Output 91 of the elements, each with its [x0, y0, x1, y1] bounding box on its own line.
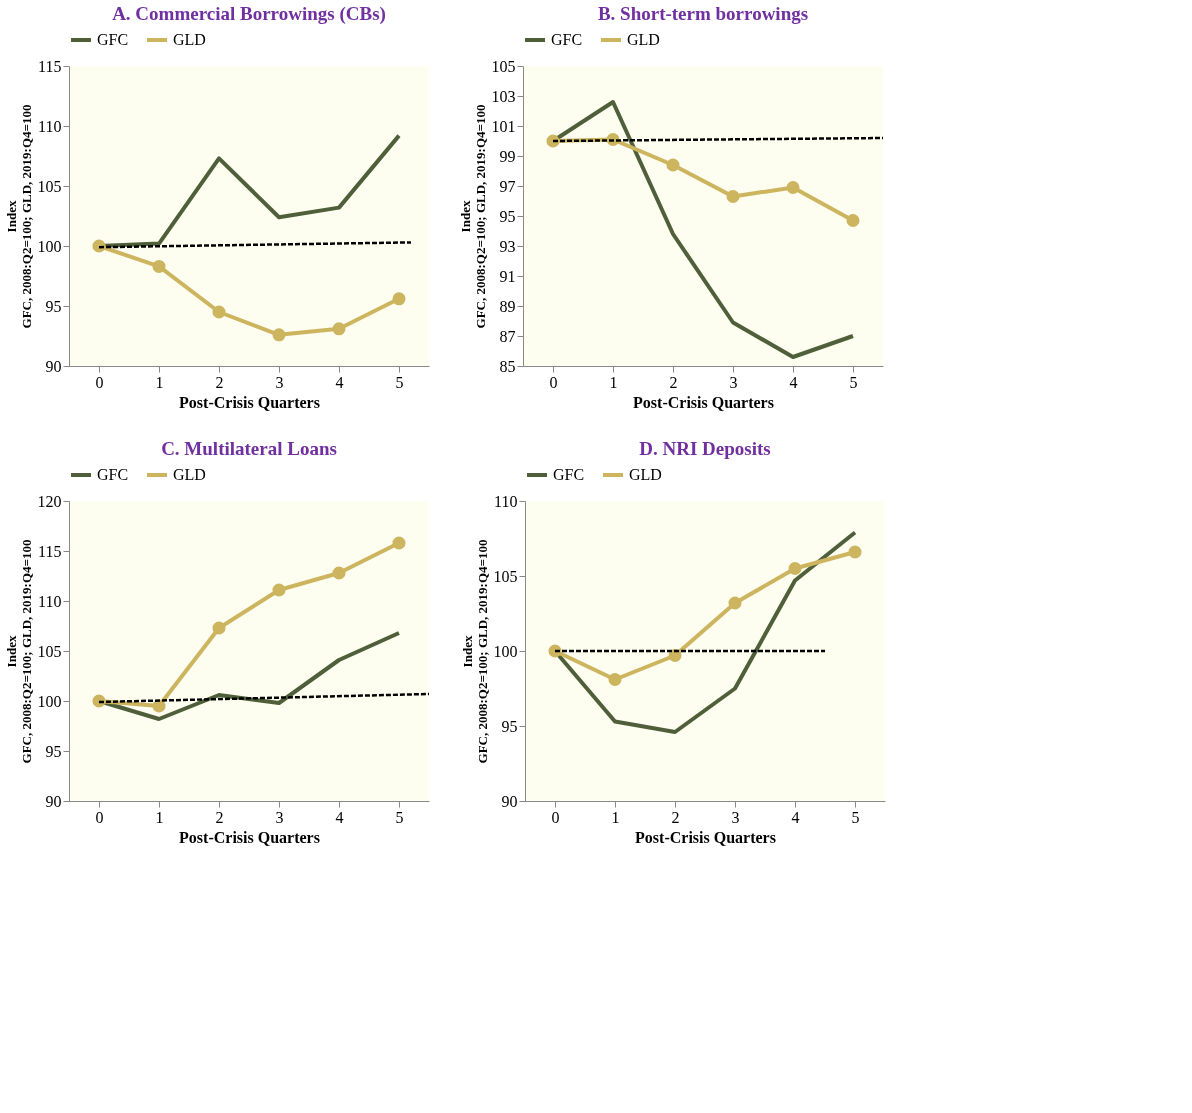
point: [788, 561, 802, 576]
y-axis-title: Index GFC, 2008:Q2=100; GLD, 2019:Q4=100: [3, 104, 34, 329]
y-tick-label: 110: [38, 117, 62, 135]
y-tick-label: 101: [491, 117, 516, 135]
legend-label: GFC: [551, 31, 583, 48]
y-tick-label: 93: [499, 237, 516, 255]
y-tick-label: 95: [499, 207, 516, 225]
y-tick-label: 90: [45, 792, 62, 810]
x-axis-title: Post-Crisis Quarters: [179, 828, 320, 846]
x-tick-label: 3: [275, 808, 284, 826]
y-tick-label: 90: [45, 357, 62, 375]
point: [272, 583, 286, 597]
y-tick-label: 115: [38, 542, 62, 560]
y-axis-title: Index GFC, 2008:Q2=100; GLD, 2019:Q4=100: [3, 539, 34, 764]
x-tick-label: 4: [789, 373, 798, 391]
y-tick-label: 97: [499, 177, 516, 195]
point: [726, 189, 740, 204]
y-tick-label: 85: [499, 357, 516, 375]
y-tick-label: 105: [37, 177, 62, 195]
x-tick-label: 2: [215, 373, 224, 391]
x-tick-label: 5: [851, 808, 860, 826]
point: [392, 536, 406, 550]
chart-title: B. Short-term borrowings: [597, 3, 809, 24]
y-tick-label: 110: [38, 592, 62, 610]
x-tick-label: 1: [155, 808, 164, 826]
y-tick-label: 87: [499, 327, 516, 345]
y-tick-label: 115: [38, 57, 62, 75]
x-tick-label: 0: [549, 373, 558, 391]
x-axis-title: Post-Crisis Quarters: [633, 393, 774, 411]
x-tick-label: 1: [609, 373, 618, 391]
y-axis-title: Index GFC, 2008:Q2=100; GLD, 2019:Q4=100: [459, 539, 490, 764]
point: [392, 292, 406, 306]
legend-label: GLD: [629, 466, 662, 483]
y-tick-label: 100: [493, 642, 518, 660]
x-tick-label: 4: [791, 808, 800, 826]
legend-label: GLD: [173, 31, 206, 48]
x-tick-label: 5: [849, 373, 858, 391]
x-tick-label: 2: [671, 808, 680, 826]
y-tick-label: 103: [491, 87, 516, 105]
x-tick-label: 2: [215, 808, 224, 826]
y-tick-label: 95: [45, 742, 62, 760]
y-tick-label: 95: [45, 297, 62, 315]
x-tick-label: 1: [611, 808, 620, 826]
y-tick-label: 99: [499, 147, 516, 165]
x-tick-label: 3: [731, 808, 740, 826]
point: [666, 158, 680, 172]
y-tick-label: 100: [37, 692, 62, 710]
point: [848, 545, 862, 559]
x-tick-label: 5: [395, 808, 404, 826]
point: [332, 566, 346, 580]
x-tick-label: 1: [155, 373, 164, 391]
chart-title: C. Multilateral Loans: [161, 438, 337, 459]
y-tick-label: 90: [501, 792, 518, 810]
point: [212, 621, 226, 635]
x-tick-label: 0: [95, 808, 104, 826]
y-tick-label: 100: [37, 237, 62, 255]
point: [272, 328, 286, 342]
y-tick-label: 89: [499, 297, 516, 315]
y-tick-label: 110: [494, 492, 518, 510]
legend-label: GLD: [627, 31, 660, 48]
x-axis-title: Post-Crisis Quarters: [179, 393, 320, 411]
y-tick-label: 105: [491, 57, 516, 75]
x-tick-label: 5: [395, 373, 404, 391]
x-axis-title: Post-Crisis Quarters: [635, 828, 776, 846]
point: [608, 672, 622, 687]
point: [728, 596, 742, 610]
x-tick-label: 4: [335, 808, 344, 826]
y-tick-label: 105: [37, 642, 62, 660]
y-tick-label: 105: [493, 567, 518, 585]
x-tick-label: 3: [275, 373, 284, 391]
legend-label: GFC: [553, 466, 585, 483]
x-tick-label: 3: [729, 373, 738, 391]
y-axis-title: Index GFC, 2008:Q2=100; GLD, 2019:Q4=100: [457, 104, 488, 329]
legend-label: GFC: [97, 466, 129, 483]
x-tick-label: 0: [551, 808, 560, 826]
y-tick-label: 95: [501, 717, 518, 735]
y-tick-label: 91: [499, 267, 516, 285]
x-tick-label: 2: [669, 373, 678, 391]
chart-title: A. Commercial Borrowings (CBs): [112, 3, 386, 25]
x-tick-label: 4: [335, 373, 344, 391]
legend-label: GLD: [173, 466, 206, 483]
point: [152, 259, 166, 273]
point: [332, 322, 346, 336]
x-tick-label: 0: [95, 373, 104, 391]
point: [668, 648, 682, 663]
legend-label: GFC: [97, 31, 129, 48]
y-tick-label: 120: [37, 492, 62, 510]
point: [846, 213, 860, 228]
point: [786, 180, 800, 195]
point: [212, 305, 226, 319]
chart-title: D. NRI Deposits: [639, 438, 771, 459]
